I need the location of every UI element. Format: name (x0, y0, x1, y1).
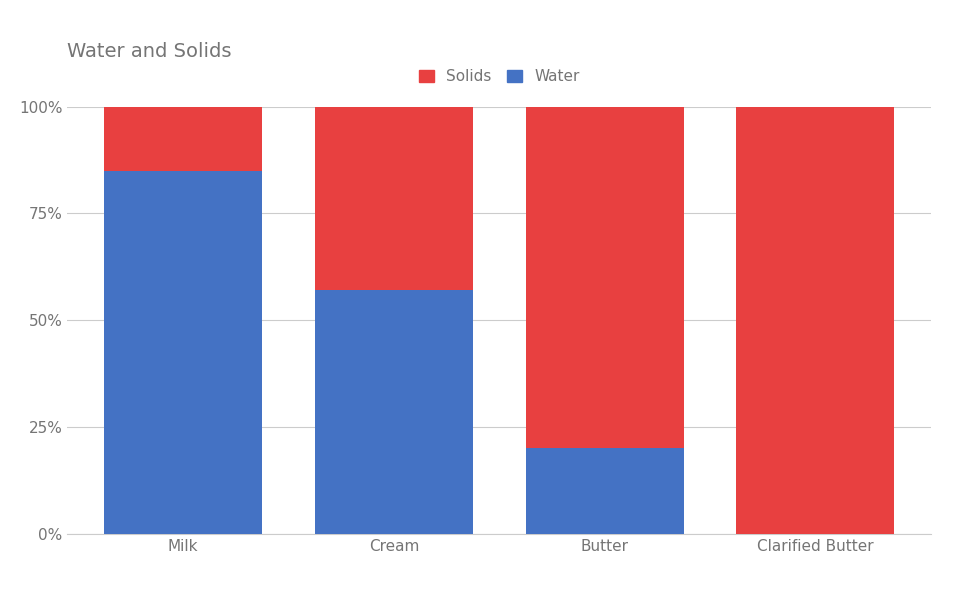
Bar (104, 107, 262, 171)
Legend: Solids, Water: Solids, Water (413, 63, 586, 90)
Bar (315, 291, 473, 534)
Text: Water and Solids: Water and Solids (67, 42, 231, 60)
Bar (104, 171, 262, 534)
Bar (736, 107, 895, 534)
Bar (315, 107, 473, 291)
Bar (525, 107, 684, 448)
Bar (525, 448, 684, 534)
